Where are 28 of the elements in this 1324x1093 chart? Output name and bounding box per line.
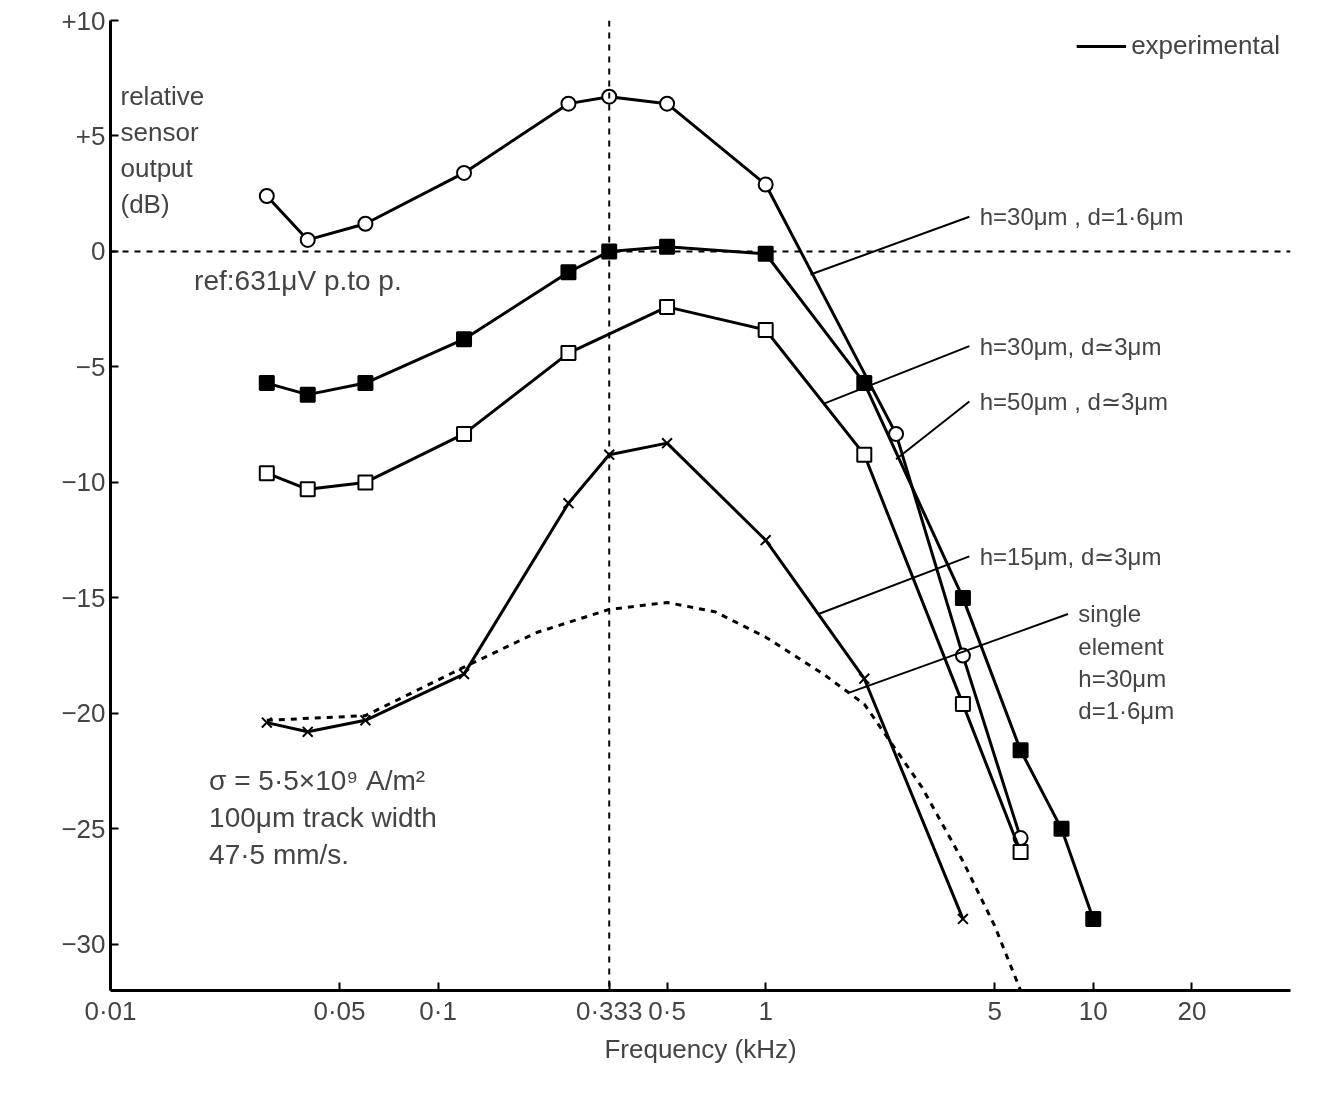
legend-title: experimental (1131, 30, 1280, 61)
y-tick-label: +5 (75, 120, 106, 151)
y-tick-label: −30 (61, 929, 106, 960)
annotation: single element h=30μm d=1·6μm (1078, 600, 1175, 725)
x-tick-label: 0·05 (313, 995, 366, 1026)
y-tick-label: −5 (75, 351, 106, 382)
x-axis-title: Frequency (kHz) (604, 1033, 797, 1064)
y-tick-label: −10 (61, 467, 106, 498)
annotation: h=15μm, d≃3μm (979, 542, 1162, 570)
y-tick-label: +10 (61, 5, 106, 36)
x-tick-label: 10 (1078, 995, 1108, 1026)
y-axis-title: relative sensor output (dB) (120, 80, 205, 219)
x-tick-label: 0·333 (575, 995, 643, 1026)
annotation: σ = 5·5×10⁹ A/m² 100μm track width 47·5 mm/s. (209, 764, 437, 870)
x-tick-label: 0·5 (648, 995, 686, 1026)
annotation: h=30μm, d≃3μm (979, 332, 1162, 360)
x-tick-label: 0·1 (419, 995, 457, 1026)
annotation: ref:631μV p.to p. (194, 265, 402, 297)
annotation: h=50μm , d≃3μm (979, 388, 1169, 416)
y-tick-label: −15 (61, 582, 106, 613)
y-tick-label: 0 (91, 236, 106, 267)
y-tick-label: −20 (61, 698, 106, 729)
x-tick-label: 20 (1177, 995, 1207, 1026)
annotation: h=30μm , d=1·6μm (979, 203, 1184, 231)
x-tick-label: 1 (758, 995, 773, 1026)
x-tick-label: 5 (987, 995, 1002, 1026)
y-tick-label: −25 (61, 813, 106, 844)
x-tick-label: 0·01 (84, 995, 137, 1026)
